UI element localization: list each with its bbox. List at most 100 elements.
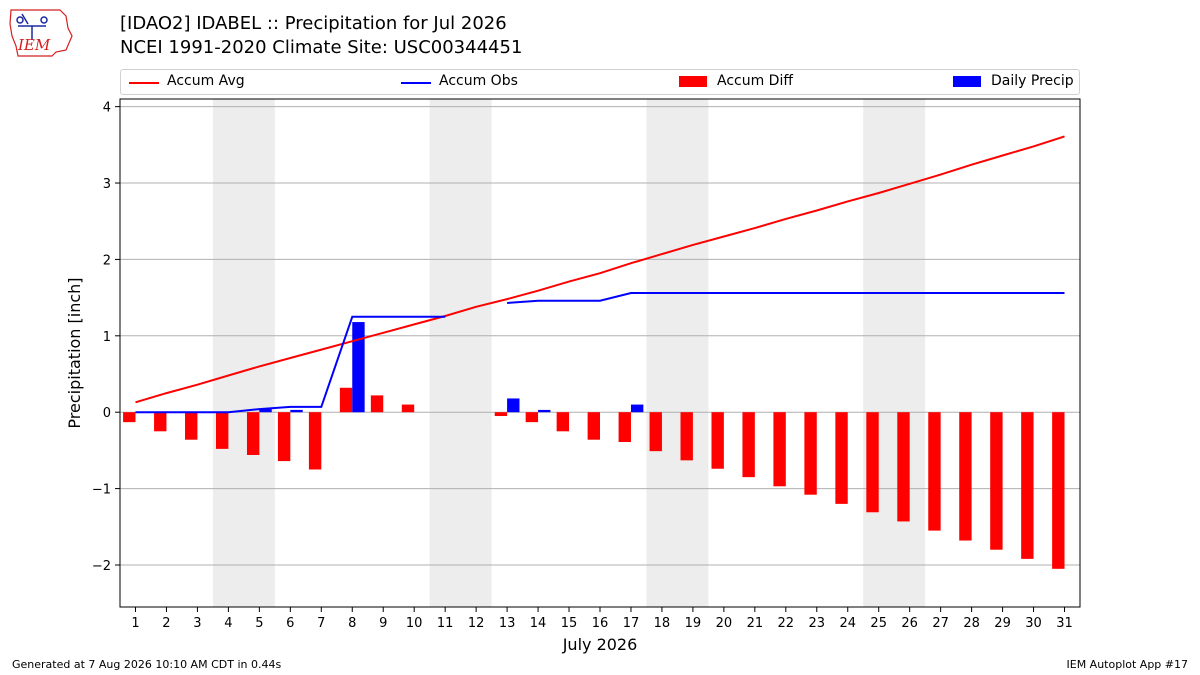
accum-diff-bar bbox=[401, 404, 415, 413]
accum-diff-bar bbox=[866, 412, 879, 513]
legend-label: Accum Diff bbox=[717, 73, 794, 89]
x-tick-label: 2 bbox=[162, 616, 170, 631]
accum-diff-bar bbox=[1052, 412, 1065, 569]
accum-diff-bar bbox=[990, 412, 1003, 550]
accum-diff-bar bbox=[897, 412, 910, 522]
weekend-band bbox=[212, 99, 275, 607]
y-tick-label: 3 bbox=[103, 177, 111, 192]
accum-diff-bar bbox=[928, 412, 941, 531]
y-axis-label: Precipitation [inch] bbox=[65, 277, 84, 428]
daily-precip-bar bbox=[507, 398, 520, 413]
accum-diff-bar bbox=[804, 412, 817, 495]
x-tick-label: 21 bbox=[747, 616, 764, 631]
app-credit: IEM Autoplot App #17 bbox=[1066, 658, 1189, 671]
legend-swatch bbox=[953, 76, 981, 87]
x-tick-label: 8 bbox=[348, 616, 356, 631]
weekend-band bbox=[646, 99, 709, 607]
x-tick-label: 9 bbox=[379, 616, 387, 631]
chart-title: [IDAO2] IDABEL :: Precipitation for Jul … bbox=[120, 13, 507, 34]
x-tick-label: 27 bbox=[932, 616, 949, 631]
state-outline-icon bbox=[9, 9, 73, 57]
y-tick-label: −1 bbox=[92, 483, 111, 498]
accum-diff-bar bbox=[123, 412, 136, 423]
x-tick-label: 15 bbox=[561, 616, 578, 631]
x-tick-label: 5 bbox=[255, 616, 263, 631]
accum-diff-bar bbox=[277, 412, 291, 462]
accum-diff-bar bbox=[246, 412, 260, 455]
x-tick-label: 20 bbox=[716, 616, 733, 631]
accum-diff-bar bbox=[154, 412, 167, 432]
daily-precip-bar bbox=[352, 322, 365, 413]
daily-precip-bar bbox=[630, 404, 644, 413]
accum-diff-bar bbox=[773, 412, 786, 487]
legend: Accum Avg Accum Obs Accum Diff Daily Pre… bbox=[120, 69, 1080, 95]
x-tick-label: 22 bbox=[778, 616, 795, 631]
iem-logo: IEM bbox=[9, 9, 73, 57]
x-tick-label: 11 bbox=[437, 616, 454, 631]
accum-obs-line bbox=[135, 292, 1065, 414]
legend-label: Daily Precip bbox=[991, 73, 1074, 89]
x-tick-label: 18 bbox=[654, 616, 671, 631]
accum-diff-bar bbox=[587, 412, 600, 440]
x-tick-label: 16 bbox=[592, 616, 609, 631]
x-tick-label: 24 bbox=[839, 616, 856, 631]
accum-diff-bar bbox=[680, 412, 693, 461]
logo-text: IEM bbox=[17, 36, 51, 54]
x-tick-label: 31 bbox=[1056, 616, 1073, 631]
x-tick-label: 28 bbox=[963, 616, 980, 631]
accum-diff-bar bbox=[742, 412, 755, 478]
accum-diff-bar bbox=[525, 412, 539, 423]
legend-swatch bbox=[401, 82, 431, 84]
weekend-band bbox=[863, 99, 926, 607]
accum-diff-bar bbox=[711, 412, 724, 469]
plot-frame bbox=[119, 98, 1081, 608]
daily-precip-bar bbox=[290, 409, 303, 413]
legend-label: Accum Obs bbox=[439, 73, 518, 89]
accum-diff-bar bbox=[556, 412, 570, 432]
legend-swatch bbox=[129, 82, 159, 84]
accum-avg-line bbox=[135, 135, 1065, 404]
y-tick-label: 0 bbox=[103, 406, 111, 421]
x-tick-label: 14 bbox=[530, 616, 547, 631]
x-tick-label: 6 bbox=[286, 616, 294, 631]
x-tick-label: 29 bbox=[994, 616, 1011, 631]
accum-diff-bar bbox=[494, 412, 508, 417]
daily-precip-bar bbox=[259, 409, 272, 413]
generated-timestamp: Generated at 7 Aug 2026 10:10 AM CDT in … bbox=[12, 658, 282, 671]
accum-diff-bar bbox=[216, 412, 229, 449]
x-tick-label: 13 bbox=[499, 616, 516, 631]
legend-label: Accum Avg bbox=[167, 73, 245, 89]
chart-subtitle: NCEI 1991-2020 Climate Site: USC00344451 bbox=[120, 37, 523, 58]
accum-diff-bar bbox=[649, 412, 662, 452]
x-tick-label: 7 bbox=[317, 616, 325, 631]
accum-diff-bar bbox=[370, 395, 384, 413]
accum-diff-bar bbox=[339, 387, 353, 413]
y-tick-label: 2 bbox=[103, 253, 111, 268]
weekend-band bbox=[429, 99, 492, 607]
x-tick-label: 10 bbox=[406, 616, 423, 631]
y-tick-label: −2 bbox=[92, 559, 111, 574]
accum-diff-bar bbox=[308, 412, 322, 470]
y-tick-label: 4 bbox=[103, 101, 111, 116]
y-tick-label: 1 bbox=[103, 330, 111, 345]
accum-diff-bar bbox=[185, 412, 198, 440]
x-tick-label: 26 bbox=[901, 616, 918, 631]
x-tick-label: 25 bbox=[870, 616, 887, 631]
x-tick-label: 4 bbox=[224, 616, 232, 631]
x-tick-label: 19 bbox=[685, 616, 702, 631]
x-tick-label: 3 bbox=[193, 616, 201, 631]
accum-diff-bar bbox=[959, 412, 972, 541]
accum-diff-bar bbox=[618, 412, 631, 442]
x-tick-label: 1 bbox=[131, 616, 139, 631]
x-axis-label: July 2026 bbox=[562, 635, 638, 654]
x-tick-label: 12 bbox=[468, 616, 485, 631]
legend-swatch bbox=[679, 76, 707, 87]
accum-diff-bar bbox=[835, 412, 848, 504]
weather-station-icon bbox=[16, 13, 48, 40]
x-tick-label: 17 bbox=[623, 616, 640, 631]
x-tick-label: 23 bbox=[809, 616, 826, 631]
x-tick-label: 30 bbox=[1025, 616, 1042, 631]
daily-precip-bar bbox=[538, 409, 551, 413]
accum-diff-bar bbox=[1021, 412, 1034, 559]
